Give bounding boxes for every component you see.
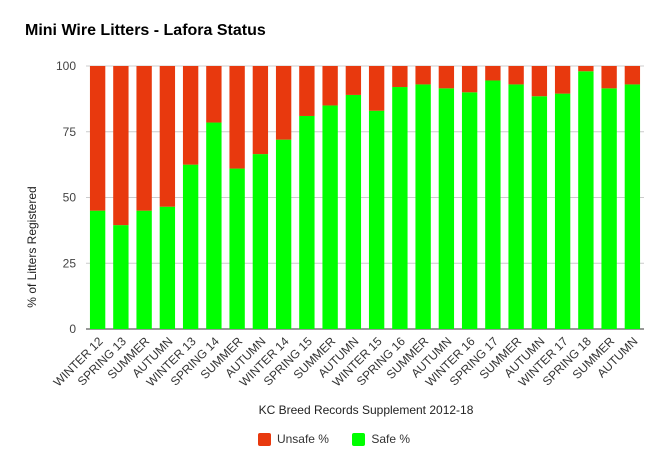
chart-title: Mini Wire Litters - Lafora Status: [25, 22, 266, 39]
bar-unsafe: [89, 66, 106, 211]
bar-unsafe: [299, 66, 315, 116]
bar-unsafe: [461, 66, 478, 93]
y-tick-label: 0: [69, 322, 76, 336]
bar-safe: [345, 94, 362, 330]
bar-safe: [136, 210, 152, 329]
bar-safe: [624, 84, 641, 329]
bar-unsafe: [392, 66, 408, 88]
bar-safe: [485, 80, 501, 329]
bar-safe: [159, 206, 176, 329]
bar-unsafe: [438, 66, 455, 89]
bar-safe: [229, 168, 245, 329]
bar-safe: [531, 96, 548, 329]
bar-unsafe: [368, 66, 385, 111]
y-tick-label: 25: [63, 256, 77, 270]
bar-unsafe: [275, 66, 292, 140]
y-axis-ticks: 0 25 50 75 100: [56, 59, 76, 336]
bar-safe: [554, 93, 571, 330]
grid-lines: [86, 65, 644, 330]
bar-safe: [206, 122, 222, 329]
bar-unsafe: [415, 66, 431, 85]
bar-safe: [461, 92, 478, 329]
legend-item-safe: Safe %: [352, 432, 410, 446]
bar-unsafe: [252, 66, 269, 155]
bar-unsafe: [159, 66, 176, 207]
y-tick-label: 75: [63, 125, 77, 139]
bar-unsafe: [229, 66, 245, 169]
bar-safe: [89, 210, 106, 329]
legend: Unsafe % Safe %: [0, 432, 668, 449]
bar-safe: [508, 84, 524, 329]
bar-unsafe: [601, 66, 617, 89]
legend-swatch-safe: [352, 432, 366, 446]
bar-unsafe: [182, 66, 199, 165]
bar-unsafe: [322, 66, 338, 106]
bar-safe: [275, 139, 292, 329]
y-tick-label: 100: [56, 59, 76, 73]
legend-label-safe: Safe %: [371, 432, 411, 446]
legend-swatch-unsafe: [257, 432, 271, 446]
bar-unsafe: [485, 66, 501, 81]
bar-unsafe: [531, 66, 548, 97]
bar-unsafe: [508, 66, 524, 85]
bar-safe: [368, 110, 385, 330]
legend-item-unsafe: Unsafe %: [257, 432, 329, 446]
bars: [89, 66, 641, 330]
y-axis-title: % of Litters Registered: [25, 186, 39, 307]
x-axis-title: KC Breed Records Supplement 2012-18: [259, 403, 474, 417]
bar-unsafe: [136, 66, 152, 211]
y-tick-label: 50: [63, 191, 77, 205]
bar-unsafe: [578, 66, 594, 72]
bar-safe: [438, 88, 455, 329]
bar-safe: [415, 84, 431, 329]
bar-safe: [578, 71, 594, 329]
bar-safe: [252, 154, 269, 329]
legend-label-unsafe: Unsafe %: [276, 432, 329, 446]
bar-safe: [322, 105, 338, 329]
bar-safe: [392, 87, 408, 329]
bar-unsafe: [345, 66, 362, 95]
bar-safe: [299, 115, 315, 329]
bar-safe: [113, 225, 129, 329]
bar-unsafe: [206, 66, 222, 123]
bar-unsafe: [554, 66, 571, 94]
bar-unsafe: [624, 66, 641, 85]
bar-safe: [182, 164, 199, 330]
bar-safe: [601, 88, 617, 329]
bar-unsafe: [113, 66, 129, 226]
